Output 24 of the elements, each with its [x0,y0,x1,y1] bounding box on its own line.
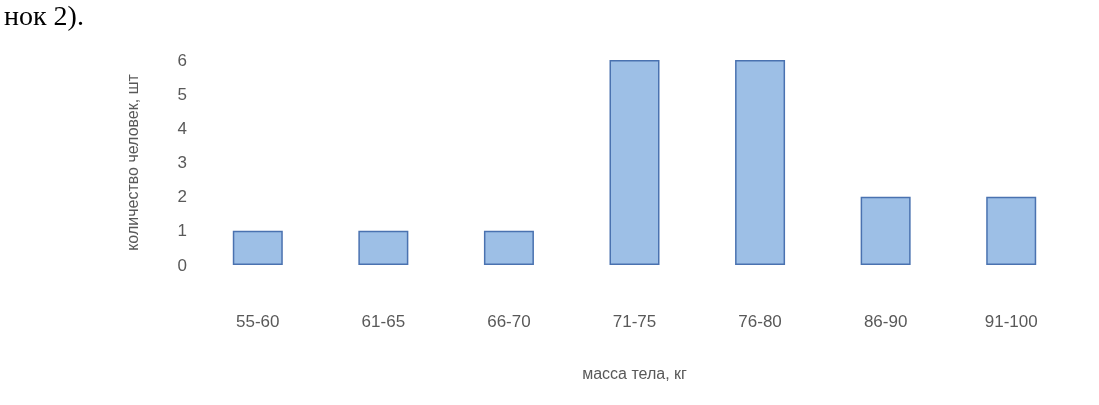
bar [483,230,534,265]
bar [232,230,283,265]
y-tick-label: 2 [177,187,187,207]
x-tick-label: 66-70 [487,312,531,331]
bar [735,60,786,265]
x-tick-label: 61-65 [361,312,406,331]
bar [358,230,409,265]
y-tick-label: 4 [177,118,187,138]
text: нок 2). [4,0,84,32]
x-axis-title: масса тела, кг [582,364,688,382]
y-tick-label: 6 [177,50,187,70]
y-tick-label: 1 [177,221,187,241]
x-tick-label: 55-60 [236,312,280,331]
bar [986,196,1037,265]
y-tick-label: 3 [177,153,187,172]
x-tick-label: 91-100 [984,312,1038,331]
x-tick-label: 86-90 [863,312,908,331]
y-tick-label: 5 [177,84,187,104]
x-tick-label: 76-80 [738,312,782,331]
x-tick-label: 71-75 [612,312,657,331]
y-axis-title: количество человек, шт [123,73,141,251]
y-tick-label: 0 [177,255,187,275]
bar [609,60,660,265]
bar [860,196,911,265]
